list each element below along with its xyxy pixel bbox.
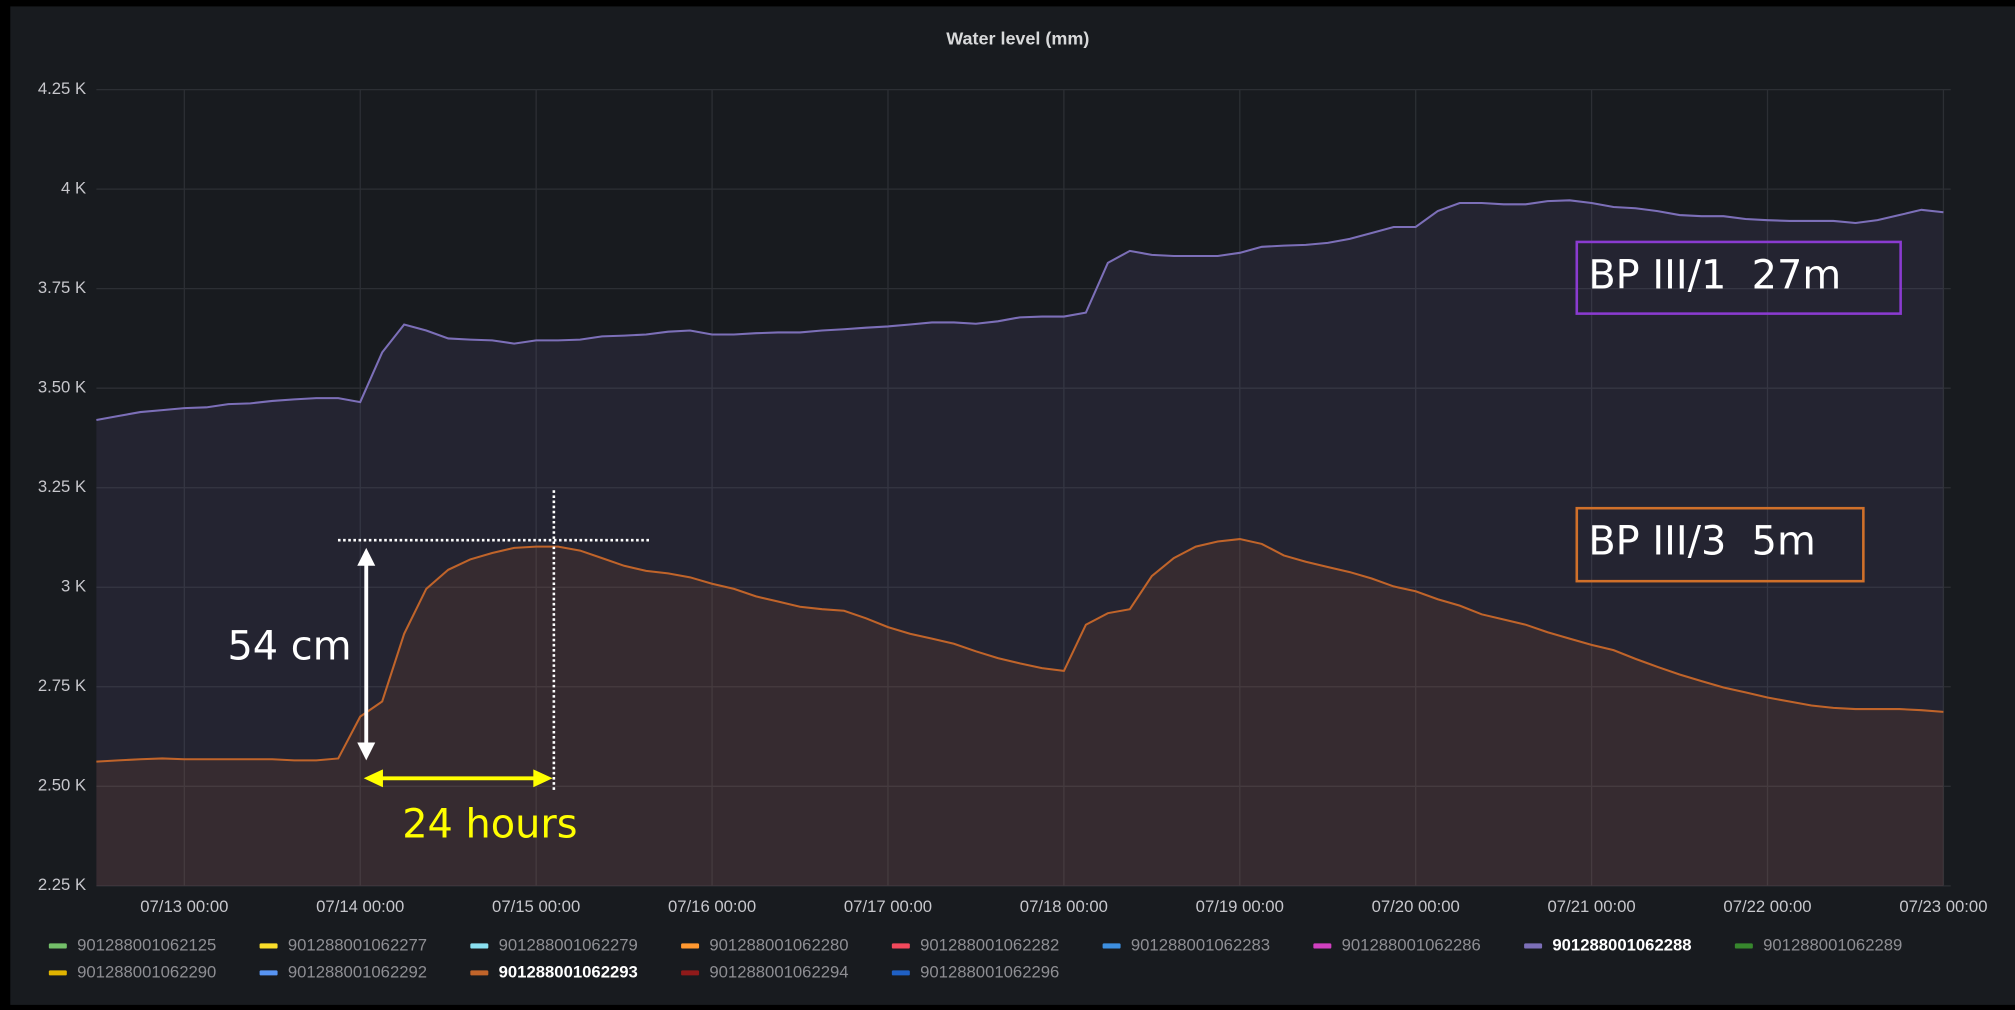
legend-swatch[interactable]: [891, 943, 910, 949]
legend-label[interactable]: 901288001062283: [1131, 935, 1270, 954]
x-tick-label: 07/17 00:00: [844, 897, 932, 916]
x-tick-label: 07/19 00:00: [1196, 897, 1284, 916]
legend-swatch[interactable]: [1102, 943, 1121, 949]
annotation: 54 cm: [227, 624, 351, 670]
legend-swatch[interactable]: [891, 970, 910, 976]
legend-swatch[interactable]: [681, 943, 700, 949]
y-tick-label: 2.75 K: [38, 676, 86, 695]
x-tick-label: 07/20 00:00: [1372, 897, 1460, 916]
legend-label[interactable]: 901288001062282: [920, 935, 1059, 954]
legend-label[interactable]: 901288001062293: [499, 962, 638, 981]
arrow-head: [363, 769, 383, 788]
area-fill: [96, 539, 1944, 886]
series-line: [96, 538, 1944, 763]
annotation-graphics: [337, 240, 1902, 790]
x-tick-label: 07/14 00:00: [316, 897, 404, 916]
annotation: 24 hours: [402, 801, 577, 847]
legend-swatch[interactable]: [48, 943, 67, 949]
annotation: BP III/3 5m: [1588, 519, 1815, 565]
y-tick-label: 3.25 K: [38, 477, 86, 496]
legend-label[interactable]: 901288001062296: [920, 962, 1059, 981]
legend-swatch[interactable]: [1734, 943, 1753, 949]
y-tick-label: 3.75 K: [38, 278, 86, 297]
legend-label[interactable]: 901288001062292: [288, 962, 427, 981]
legend-label[interactable]: 901288001062277: [288, 935, 427, 954]
arrow-head: [357, 547, 376, 566]
legend-label[interactable]: 901288001062125: [77, 935, 216, 954]
panel: [10, 6, 2015, 1005]
legend-swatch[interactable]: [48, 970, 67, 976]
y-tick-label: 4.25 K: [38, 79, 86, 98]
x-tick-label: 07/13 00:00: [140, 897, 228, 916]
x-tick-label: 07/22 00:00: [1723, 897, 1811, 916]
x-tick-label: 07/16 00:00: [668, 897, 756, 916]
grid: 2.25 K 2.50 K 2.75 K 3 K 3.25 K 3.50 K 3.75 K 4…: [38, 79, 1988, 916]
legend-label[interactable]: 901288001062289: [1763, 935, 1902, 954]
legend-label[interactable]: 901288001062288: [1552, 935, 1691, 954]
legend-swatch[interactable]: [259, 943, 278, 949]
legend-swatch[interactable]: [259, 970, 278, 976]
legend-label[interactable]: 901288001062290: [77, 962, 216, 981]
x-tick-label: 07/15 00:00: [492, 897, 580, 916]
legend-swatch[interactable]: [1313, 943, 1332, 949]
legend-swatch[interactable]: [681, 970, 700, 976]
annotation: BP III/1 27m: [1588, 252, 1841, 298]
label-box: [1575, 506, 1865, 583]
y-tick-label: 4 K: [61, 179, 86, 198]
legend-label[interactable]: 901288001062280: [709, 935, 848, 954]
series-line: [96, 199, 1944, 422]
area-fill: [96, 200, 1944, 886]
legend-swatch[interactable]: [470, 970, 489, 976]
y-tick-label: 2.25 K: [38, 875, 86, 894]
legend-label[interactable]: 901288001062294: [709, 962, 848, 981]
y-tick-label: 3.50 K: [38, 378, 86, 397]
x-tick-label: 07/18 00:00: [1020, 897, 1108, 916]
y-tick-label: 2.50 K: [38, 776, 86, 795]
arrow-head: [533, 769, 553, 788]
chart-title: Water level (mm): [946, 28, 1089, 48]
x-tick-label: 07/21 00:00: [1548, 897, 1636, 916]
legend-label[interactable]: 901288001062286: [1342, 935, 1481, 954]
label-box: [1575, 240, 1902, 315]
arrow-head: [357, 742, 376, 761]
legend-label[interactable]: 901288001062279: [499, 935, 638, 954]
y-tick-label: 3 K: [61, 577, 86, 596]
x-tick-label: 07/23 00:00: [1899, 897, 1987, 916]
plot-area: [96, 199, 1944, 886]
legend-swatch[interactable]: [1524, 943, 1543, 949]
legend-swatch[interactable]: [470, 943, 489, 949]
legend: 901288001062125 901288001062277 9012880010…: [48, 935, 1902, 981]
